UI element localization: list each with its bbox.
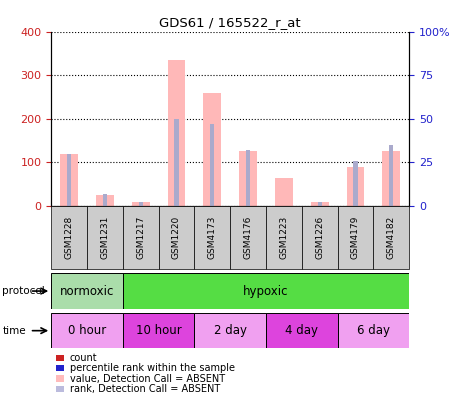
- Bar: [239, 152, 257, 206]
- Text: hypoxic: hypoxic: [243, 285, 289, 297]
- Bar: [338, 313, 409, 348]
- Bar: [51, 206, 87, 269]
- Bar: [275, 177, 293, 206]
- Text: count: count: [70, 353, 97, 363]
- Text: 4 day: 4 day: [286, 324, 318, 337]
- Bar: [51, 313, 123, 348]
- Bar: [123, 273, 409, 309]
- Text: GSM1220: GSM1220: [172, 216, 181, 259]
- Text: 6 day: 6 day: [357, 324, 390, 337]
- Text: protocol: protocol: [2, 286, 45, 296]
- Bar: [382, 152, 400, 206]
- Text: GSM4182: GSM4182: [387, 216, 396, 259]
- Bar: [246, 150, 250, 206]
- Text: 2 day: 2 day: [214, 324, 246, 337]
- Bar: [203, 93, 221, 206]
- Text: GSM1231: GSM1231: [100, 216, 109, 259]
- Text: value, Detection Call = ABSENT: value, Detection Call = ABSENT: [70, 373, 225, 384]
- Bar: [266, 206, 302, 269]
- Bar: [51, 273, 123, 309]
- Bar: [389, 145, 393, 206]
- Bar: [318, 202, 322, 206]
- Bar: [96, 195, 114, 206]
- Text: GSM1223: GSM1223: [279, 216, 288, 259]
- Bar: [353, 161, 358, 206]
- Text: GSM1226: GSM1226: [315, 216, 324, 259]
- Bar: [123, 313, 194, 348]
- Bar: [311, 202, 329, 206]
- Text: time: time: [2, 326, 26, 336]
- Text: percentile rank within the sample: percentile rank within the sample: [70, 363, 235, 373]
- Bar: [373, 206, 409, 269]
- Bar: [139, 202, 143, 206]
- Bar: [159, 206, 194, 269]
- Text: rank, Detection Call = ABSENT: rank, Detection Call = ABSENT: [70, 384, 220, 394]
- Bar: [132, 202, 150, 206]
- Text: 10 hour: 10 hour: [136, 324, 181, 337]
- Text: GSM1217: GSM1217: [136, 216, 145, 259]
- Bar: [194, 206, 230, 269]
- Title: GDS61 / 165522_r_at: GDS61 / 165522_r_at: [159, 16, 301, 29]
- Bar: [174, 119, 179, 206]
- Bar: [210, 124, 214, 206]
- Bar: [67, 154, 71, 206]
- Bar: [302, 206, 338, 269]
- Bar: [338, 206, 373, 269]
- Bar: [60, 154, 78, 206]
- Text: GSM4176: GSM4176: [244, 216, 252, 259]
- Bar: [230, 206, 266, 269]
- Bar: [167, 60, 186, 206]
- Bar: [194, 313, 266, 348]
- Bar: [87, 206, 123, 269]
- Text: GSM4173: GSM4173: [208, 216, 217, 259]
- Text: GSM1228: GSM1228: [65, 216, 73, 259]
- Bar: [346, 167, 365, 206]
- Text: GSM4179: GSM4179: [351, 216, 360, 259]
- Bar: [123, 206, 159, 269]
- Text: normoxic: normoxic: [60, 285, 114, 297]
- Bar: [266, 313, 338, 348]
- Text: 0 hour: 0 hour: [68, 324, 106, 337]
- Bar: [103, 194, 107, 206]
